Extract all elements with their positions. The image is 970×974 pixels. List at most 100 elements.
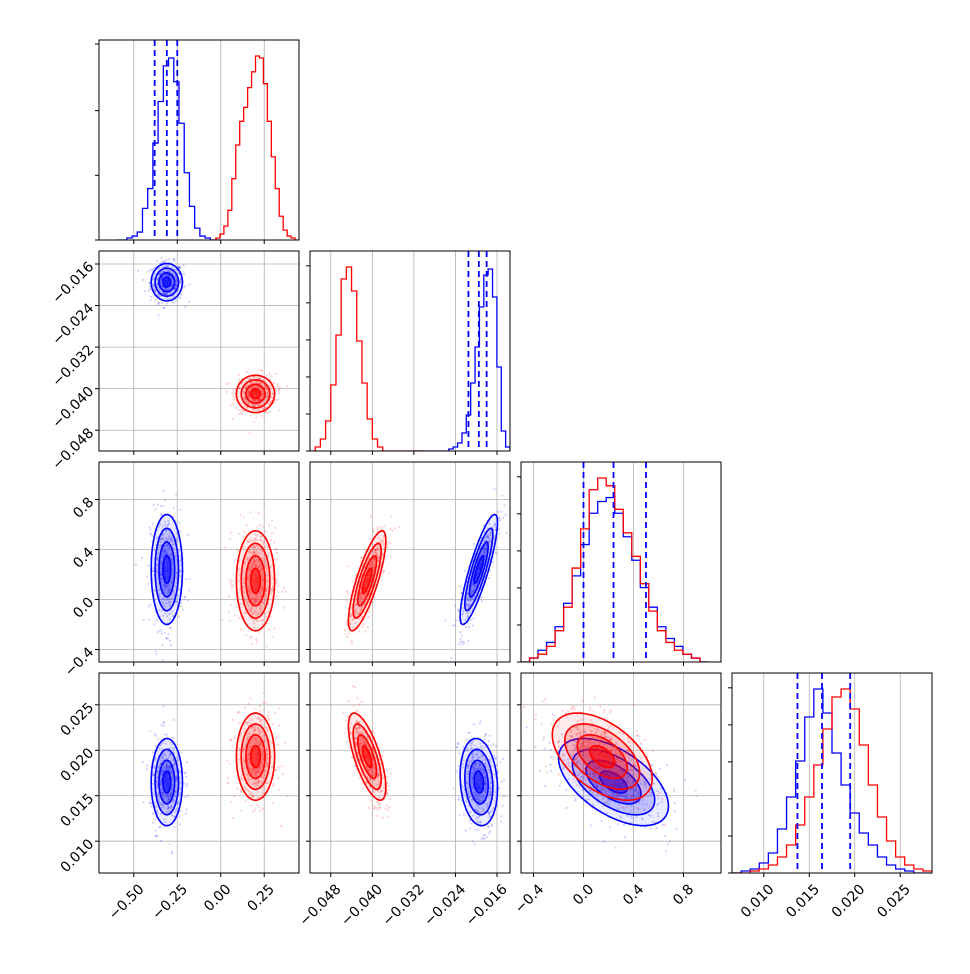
scatter-point <box>552 713 554 715</box>
scatter-point <box>231 392 233 394</box>
scatter-point <box>458 752 460 754</box>
scatter-point <box>266 645 268 647</box>
panel-frame <box>99 40 299 240</box>
scatter-point <box>271 532 273 534</box>
scatter-point <box>377 809 379 811</box>
scatter-point <box>244 706 246 708</box>
scatter-point <box>187 794 189 796</box>
scatter-point <box>226 383 228 385</box>
scatter-point <box>383 570 385 572</box>
scatter-point <box>275 582 277 584</box>
scatter-point <box>459 631 461 633</box>
scatter-point <box>158 302 160 304</box>
scatter-point <box>501 494 503 496</box>
scatter-point <box>232 817 234 819</box>
scatter-point <box>238 722 240 724</box>
scatter-point <box>240 514 242 516</box>
scatter-point <box>277 778 279 780</box>
scatter-point <box>268 717 270 719</box>
scatter-point <box>363 623 365 625</box>
scatter-point <box>572 778 574 780</box>
scatter-point <box>364 631 366 633</box>
scatter-point <box>380 526 382 528</box>
scatter-point <box>379 803 381 805</box>
scatter-point <box>550 770 552 772</box>
scatter-point <box>152 751 154 753</box>
scatter-point <box>232 402 234 404</box>
scatter-point <box>549 764 551 766</box>
scatter-point <box>465 830 467 832</box>
scatter-point <box>615 847 617 849</box>
scatter-point <box>156 260 158 262</box>
panel-content <box>523 696 697 852</box>
scatter-point <box>180 294 182 296</box>
scatter-point <box>278 392 280 394</box>
panel-content <box>342 685 505 845</box>
scatter-point <box>234 737 236 739</box>
scatter-point <box>244 531 246 533</box>
scatter-point <box>184 772 186 774</box>
scatter-point <box>376 528 378 530</box>
scatter-point <box>278 724 280 726</box>
scatter-point <box>252 811 254 813</box>
scatter-point <box>283 587 285 589</box>
scatter-point <box>270 616 272 618</box>
scatter-point <box>155 735 157 737</box>
scatter-point <box>261 525 263 527</box>
scatter-point <box>539 770 541 772</box>
scatter-point <box>233 389 235 391</box>
scatter-point <box>183 273 185 275</box>
scatter-point <box>394 527 396 529</box>
scatter-point <box>481 600 483 602</box>
scatter-point <box>666 764 668 766</box>
scatter-point <box>486 836 488 838</box>
scatter-point <box>659 768 661 770</box>
scatter-point <box>149 802 151 804</box>
scatter-point <box>273 382 275 384</box>
scatter-point <box>391 516 393 518</box>
scatter-point <box>167 633 169 635</box>
scatter-point <box>135 564 137 566</box>
scatter-point <box>168 258 170 260</box>
scatter-point <box>370 516 372 518</box>
panel-frame <box>310 251 510 451</box>
scatter-point <box>256 641 258 643</box>
scatter-point <box>550 749 552 751</box>
scatter-point <box>281 591 283 593</box>
scatter-point <box>361 557 363 559</box>
scatter-point <box>383 525 385 527</box>
scatter-point <box>235 407 237 409</box>
scatter-point <box>463 642 465 644</box>
scatter-point <box>254 809 256 811</box>
scatter-point <box>493 755 495 757</box>
scatter-point <box>161 644 163 646</box>
scatter-point <box>454 624 456 626</box>
scatter-point <box>173 516 175 518</box>
scatter-point <box>240 411 242 413</box>
scatter-point <box>543 736 545 738</box>
scatter-point <box>170 644 172 646</box>
scatter-point <box>137 270 139 272</box>
scatter-point <box>164 734 166 736</box>
scatter-point <box>266 374 268 376</box>
scatter-point <box>259 710 261 712</box>
scatter-point <box>173 507 175 509</box>
scatter-point <box>388 541 390 543</box>
scatter-point <box>390 528 392 530</box>
scatter-point <box>350 640 352 642</box>
scatter-point <box>162 705 164 707</box>
scatter-point <box>230 587 232 589</box>
scatter-point <box>358 703 360 705</box>
scatter-point <box>270 539 272 541</box>
scatter-point <box>225 390 227 392</box>
scatter-point <box>651 765 653 767</box>
scatter-point <box>387 809 389 811</box>
scatter-point <box>480 720 482 722</box>
scatter-point <box>245 524 247 526</box>
scatter-point <box>346 600 348 602</box>
scatter-point <box>650 828 652 830</box>
scatter-point <box>161 302 163 304</box>
scatter-point <box>148 282 150 284</box>
scatter-point <box>261 415 263 417</box>
scatter-point <box>251 636 253 638</box>
